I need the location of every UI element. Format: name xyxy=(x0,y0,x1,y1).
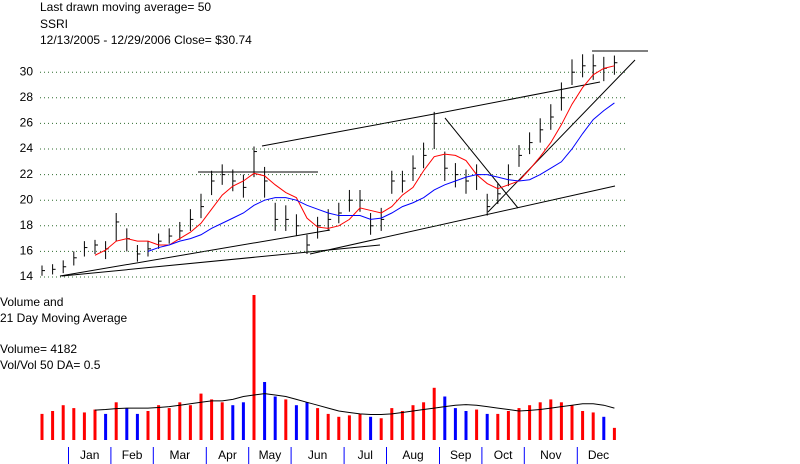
volume-bar xyxy=(51,411,55,440)
volume-bar xyxy=(231,405,235,440)
volume-bar xyxy=(432,387,436,440)
volume-bar xyxy=(570,405,574,440)
volume-bar xyxy=(199,393,203,440)
y-tick-label: 22 xyxy=(20,167,34,181)
volume-bar xyxy=(125,408,129,440)
volume-bar xyxy=(93,409,97,440)
y-tick-label: 18 xyxy=(20,218,34,232)
trend-line xyxy=(444,117,519,209)
volume-bar xyxy=(347,415,351,440)
volume-title: 21 Day Moving Average xyxy=(0,311,128,325)
x-tick-label: Jan xyxy=(80,448,99,462)
volume-bar xyxy=(612,427,616,440)
trend-line xyxy=(444,81,601,113)
volume-bar xyxy=(284,399,288,440)
x-tick-label: Apr xyxy=(218,448,237,462)
volume-bar xyxy=(538,402,542,440)
y-tick-label: 16 xyxy=(20,244,34,258)
moving-average xyxy=(147,102,615,252)
volume-bar xyxy=(178,402,182,440)
x-tick-label: Jun xyxy=(308,448,327,462)
volume-bar xyxy=(146,411,150,440)
x-tick-label: Mar xyxy=(169,448,190,462)
volume-moving-average xyxy=(94,393,615,415)
volume-bar xyxy=(263,382,267,440)
volume-bar xyxy=(369,416,373,440)
volume-bar xyxy=(326,413,330,440)
volume-bar xyxy=(358,413,362,440)
y-tick-label: 20 xyxy=(20,192,34,206)
ratio-label: Vol/Vol 50 DA= 0.5 xyxy=(0,358,101,372)
volume-bar xyxy=(294,405,298,440)
volume-bar xyxy=(581,411,585,440)
moving-average xyxy=(94,65,615,256)
volume-bar xyxy=(157,405,161,440)
trend-lines xyxy=(59,50,648,277)
volume-bar xyxy=(485,413,489,440)
y-tick-label: 14 xyxy=(20,269,34,283)
volume-label: Volume= 4182 xyxy=(0,342,77,356)
volume-bar xyxy=(390,408,394,440)
volume-bar xyxy=(549,399,553,440)
y-tick-label: 24 xyxy=(20,141,34,155)
volume-bar xyxy=(559,402,563,440)
volume-bar xyxy=(104,413,108,440)
trend-line xyxy=(487,59,636,213)
x-tick-label: Oct xyxy=(494,448,513,462)
x-tick-label: Dec xyxy=(588,448,609,462)
volume-bar xyxy=(379,418,383,440)
volume-bar xyxy=(241,402,245,440)
volume-bar xyxy=(517,408,521,440)
y-tick-label: 26 xyxy=(20,116,34,130)
volume-bar xyxy=(135,413,139,440)
volume-bar xyxy=(422,402,426,440)
x-tick-label: Aug xyxy=(402,448,423,462)
volume-bar xyxy=(305,402,309,440)
volume-bar xyxy=(316,408,320,440)
volume-bar xyxy=(188,405,192,440)
x-tick-label: May xyxy=(259,448,282,462)
subtitle: 12/13/2005 - 12/29/2006 Close= $30.74 xyxy=(40,33,252,47)
trend-line xyxy=(59,229,331,277)
volume-bar xyxy=(252,295,256,440)
volume-bar xyxy=(82,412,86,440)
volume-bar xyxy=(528,405,532,440)
trend-line xyxy=(61,244,381,277)
x-tick-label: Jul xyxy=(358,448,373,462)
symbol: SSRI xyxy=(40,17,68,31)
volume-bar xyxy=(400,411,404,440)
volume-bar xyxy=(167,408,171,440)
volume-bar xyxy=(220,402,224,440)
x-tick-label: Sep xyxy=(450,448,472,462)
volume-bar xyxy=(210,399,214,440)
volume-bar xyxy=(411,405,415,440)
volume-title: Volume and xyxy=(0,295,63,309)
trend-line xyxy=(261,111,446,147)
trend-line xyxy=(309,185,616,255)
x-tick-label: Nov xyxy=(540,448,561,462)
x-tick-label: Feb xyxy=(122,448,143,462)
volume-bar xyxy=(72,408,76,440)
volume-bar xyxy=(591,412,595,440)
volume-bar xyxy=(443,396,447,440)
volume-bar xyxy=(337,416,341,440)
y-tick-label: 28 xyxy=(20,90,34,104)
volume-bar xyxy=(114,402,118,440)
volume-bar xyxy=(273,396,277,440)
y-tick-label: 30 xyxy=(20,64,34,78)
volume-bar xyxy=(453,408,457,440)
volume-bar xyxy=(61,405,65,440)
volume-bar xyxy=(40,413,44,440)
volume-bar xyxy=(496,413,500,440)
volume-bar xyxy=(602,416,606,440)
volume-bar xyxy=(475,409,479,440)
volume-bar xyxy=(506,411,510,440)
chart-title: Last drawn moving average= 50 xyxy=(40,0,211,14)
volume-bar xyxy=(464,411,468,440)
